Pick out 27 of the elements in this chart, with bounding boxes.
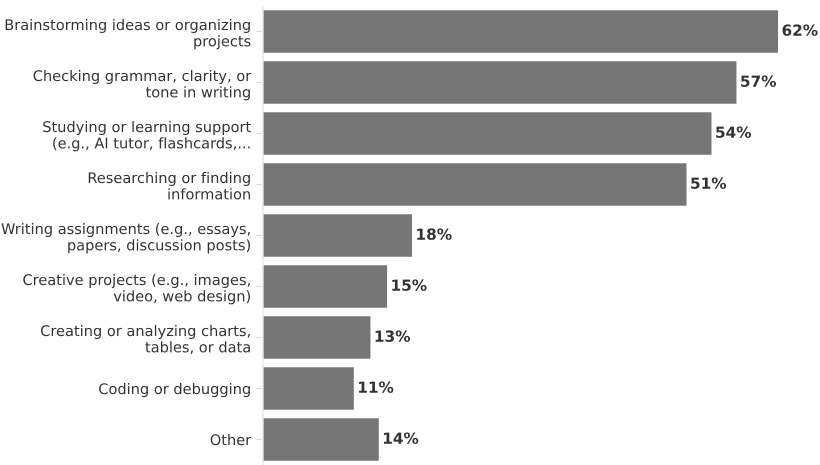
bar bbox=[263, 416, 380, 462]
y-tick-label: Creative projects (e.g., images, video, web design) bbox=[23, 274, 250, 304]
bar bbox=[263, 366, 356, 412]
bar bbox=[263, 264, 388, 310]
data-label: 62% bbox=[782, 24, 818, 36]
data-label: 57% bbox=[741, 75, 776, 87]
y-tick-label: Other bbox=[210, 434, 252, 446]
data-label: 13% bbox=[376, 330, 410, 342]
data-label: 51% bbox=[691, 177, 726, 189]
bar bbox=[263, 60, 738, 106]
data-label: 18% bbox=[417, 228, 452, 240]
bar bbox=[263, 162, 688, 208]
y-tick-label: Creating or analyzing charts, tables, or data bbox=[41, 324, 250, 354]
bar bbox=[263, 212, 414, 258]
data-label: 15% bbox=[392, 279, 427, 291]
bar bbox=[263, 110, 713, 156]
y-tick-label: Writing assignments (e.g., essays, papers, discussion posts) bbox=[1, 222, 250, 254]
bar bbox=[263, 314, 372, 360]
bar bbox=[263, 8, 780, 54]
y-tick-label: Brainstorming ideas or organizing projects bbox=[6, 18, 250, 50]
y-tick-label: Checking grammar, clarity, or tone in writing bbox=[34, 70, 252, 100]
y-tick-label: Researching or finding information bbox=[88, 172, 250, 200]
data-label: 14% bbox=[384, 432, 418, 444]
data-label: 54% bbox=[716, 126, 752, 138]
data-label: 11% bbox=[359, 381, 394, 393]
y-tick-label: Coding or debugging bbox=[99, 382, 250, 398]
y-tick-label: Studying or learning support (e.g., AI tutor, flashcards,... bbox=[43, 120, 251, 152]
